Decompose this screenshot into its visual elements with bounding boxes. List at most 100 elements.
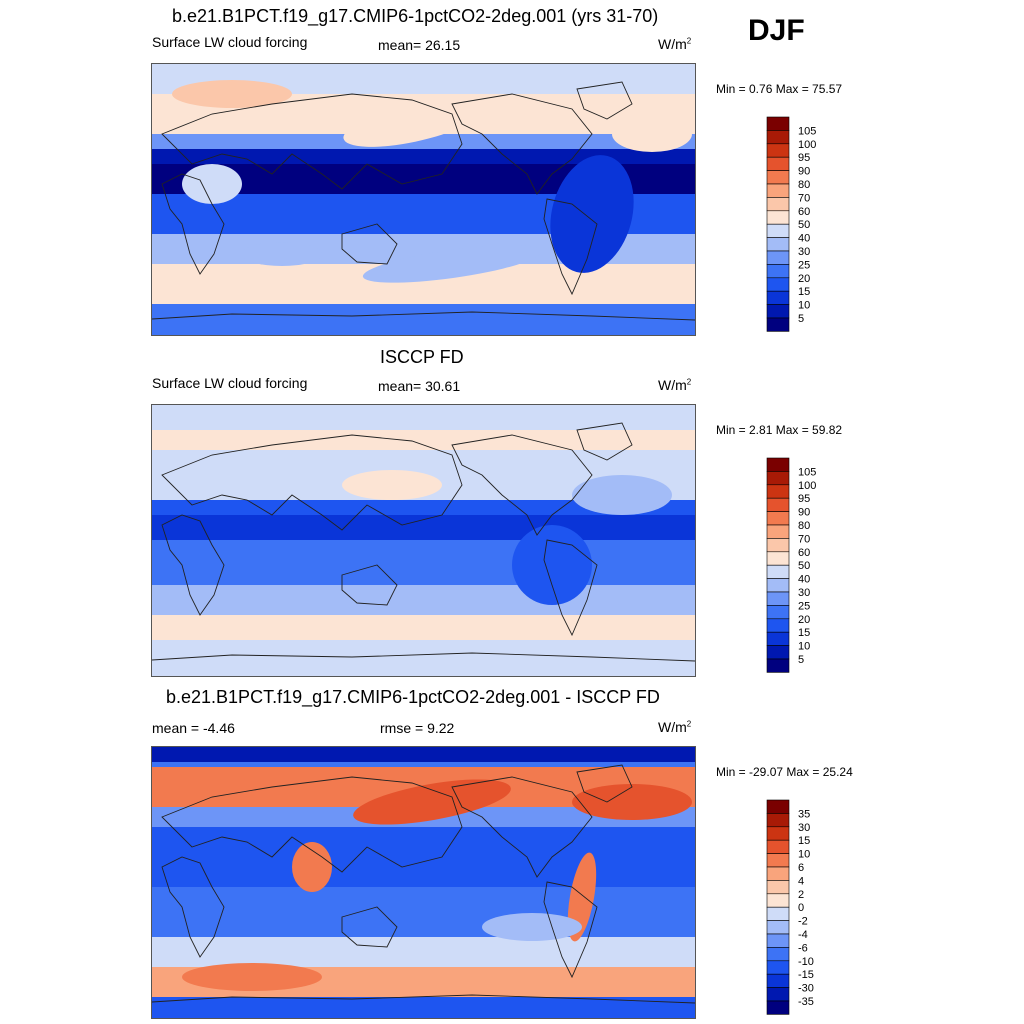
colorbar-box xyxy=(766,223,790,238)
coastline-path xyxy=(161,434,463,531)
field-blob xyxy=(512,525,592,605)
colorbar-tick-label: 80 xyxy=(798,520,810,532)
colorbar-box xyxy=(766,538,790,553)
coastlines xyxy=(152,764,695,1004)
colorbar-box xyxy=(766,906,790,921)
colorbar-box xyxy=(766,304,790,319)
coastline-path xyxy=(341,906,398,948)
colorbar-tick-label: 95 xyxy=(798,152,810,164)
colorbar-tick-label: -35 xyxy=(798,996,814,1008)
colorbar-box xyxy=(766,143,790,158)
colorbar-box xyxy=(766,471,790,486)
colorbar-tick-label: 40 xyxy=(798,574,810,586)
colorbar-tick-label: 105 xyxy=(798,466,816,478)
field-band xyxy=(152,430,695,450)
panel-3-rmse: rmse = 9.22 xyxy=(380,720,455,736)
colorbar-box xyxy=(766,564,790,579)
coastlines xyxy=(152,81,695,321)
panel-1-mean: mean= 26.15 xyxy=(378,37,461,53)
panel-3-mean: mean = -4.46 xyxy=(152,720,235,736)
coastline-path xyxy=(341,564,398,606)
colorbar-tick-label: 100 xyxy=(798,139,816,151)
panel-1-left-label: Surface LW cloud forcing xyxy=(152,34,308,50)
colorbar-box xyxy=(766,156,790,171)
colorbar-tick-label: -15 xyxy=(798,969,814,981)
colorbar-box xyxy=(766,826,790,841)
colorbar-tick-label: 60 xyxy=(798,547,810,559)
panel-2-map xyxy=(151,404,696,677)
colorbar-box xyxy=(766,524,790,539)
colorbar-box xyxy=(766,130,790,145)
field-blob xyxy=(567,852,597,942)
panel-2-units: W/m2 xyxy=(658,377,692,393)
colorbar-tick-label: 80 xyxy=(798,179,810,191)
panel-3-map xyxy=(151,746,696,1019)
colorbar-tick-label: 25 xyxy=(798,600,810,612)
colorbar-tick-label: 50 xyxy=(798,560,810,572)
panel-2-minmax: Min = 2.81 Max = 59.82 xyxy=(716,423,843,437)
field-band xyxy=(152,585,695,615)
colorbar-box xyxy=(766,183,790,198)
colorbar-box xyxy=(766,250,790,265)
colorbar-box xyxy=(766,264,790,279)
coastline-path xyxy=(543,539,598,637)
panel-1-units: W/m2 xyxy=(658,36,692,52)
coastline-path xyxy=(576,764,633,803)
colorbar-tick-label: 90 xyxy=(798,166,810,178)
colorbar-box xyxy=(766,839,790,854)
colorbar-box xyxy=(766,973,790,988)
colorbar-tick-label: 10 xyxy=(798,641,810,653)
colorbar-tick-label: -30 xyxy=(798,983,814,995)
field-band xyxy=(152,515,695,540)
colorbar-tick-label: 95 xyxy=(798,493,810,505)
colorbar-tick-label: 90 xyxy=(798,507,810,519)
colorbar-tick-label: 15 xyxy=(798,835,810,847)
colorbar-box xyxy=(766,237,790,252)
colorbar-box xyxy=(766,933,790,948)
colorbar-tick-label: 15 xyxy=(798,627,810,639)
colorbar-box xyxy=(766,170,790,185)
colorbar-tick-label: 10 xyxy=(798,300,810,312)
colorbar-box xyxy=(766,893,790,908)
colorbar-box xyxy=(766,853,790,868)
coastline-path xyxy=(576,422,633,461)
colorbar-box xyxy=(766,799,790,814)
colorbar-tick-label: 105 xyxy=(798,125,816,137)
colorbar-tick-label: 2 xyxy=(798,889,804,901)
panel-2-title: ISCCP FD xyxy=(380,347,464,367)
colorbar-tick-label: 35 xyxy=(798,808,810,820)
field-band xyxy=(152,615,695,640)
field-blob xyxy=(353,779,511,825)
colorbar-tick-label: -4 xyxy=(798,929,808,941)
colorbar-tick-label: 30 xyxy=(798,246,810,258)
colorbar-box xyxy=(766,960,790,975)
colorbar-box xyxy=(766,631,790,646)
coastline-path xyxy=(451,776,593,878)
coastline-path xyxy=(576,81,633,120)
colorbar-box xyxy=(766,210,790,225)
field-blob xyxy=(343,101,481,147)
colorbar-box xyxy=(766,813,790,828)
colorbar-box xyxy=(766,947,790,962)
field-blob xyxy=(612,116,692,152)
colorbar-box xyxy=(766,658,790,673)
colorbar-box xyxy=(766,457,790,472)
colorbar-box xyxy=(766,618,790,633)
season-label: DJF xyxy=(748,14,805,47)
panel-2-left-label: Surface LW cloud forcing xyxy=(152,375,308,391)
field-band xyxy=(152,887,695,937)
panel-1-title: b.e21.B1PCT.f19_g17.CMIP6-1pctCO2-2deg.0… xyxy=(172,6,659,26)
colorbar-box xyxy=(766,290,790,305)
colorbar-box xyxy=(766,591,790,606)
colorbar-tick-label: 0 xyxy=(798,902,804,914)
colorbar-box xyxy=(766,1000,790,1015)
panel-2-map-plot xyxy=(152,405,695,676)
field-blob xyxy=(182,164,242,204)
colorbar-box xyxy=(766,277,790,292)
field-blob xyxy=(172,80,292,108)
colorbar-tick-label: 30 xyxy=(798,822,810,834)
field-blob xyxy=(482,913,582,941)
panel-3-units: W/m2 xyxy=(658,719,692,735)
coastline-path xyxy=(341,223,398,265)
colorbar-tick-label: 40 xyxy=(798,233,810,245)
